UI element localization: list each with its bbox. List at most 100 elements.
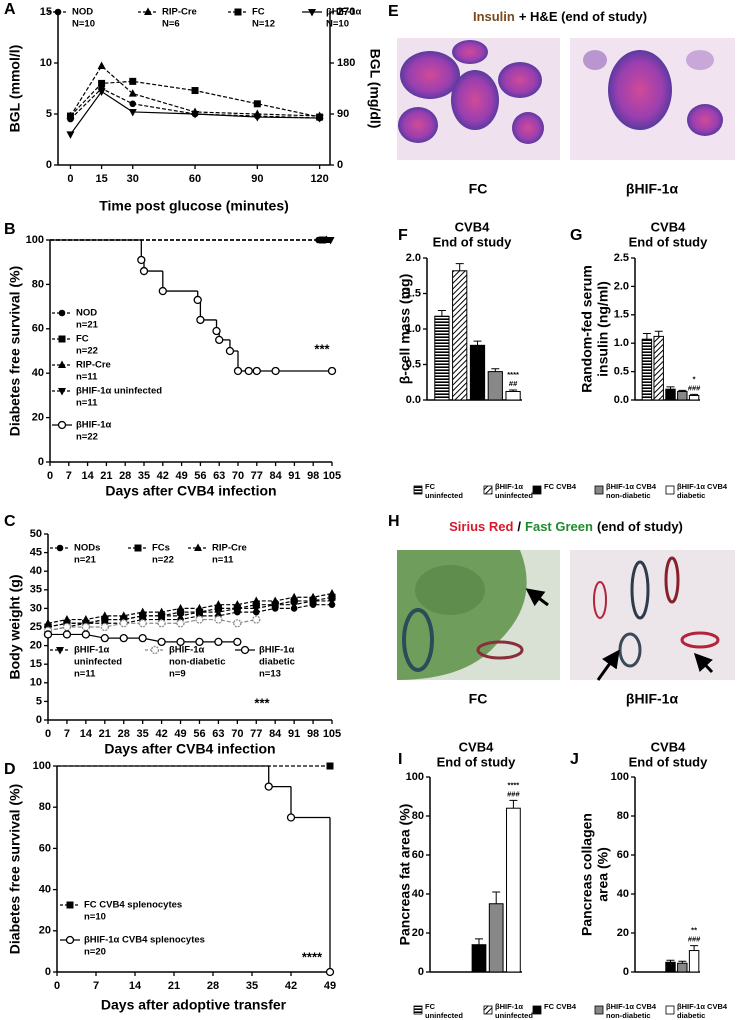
significance: **** xyxy=(507,370,519,379)
chart-title: CVB4 xyxy=(651,219,686,234)
bar xyxy=(452,270,468,401)
y-axis-label: Diabetes free survival (%) xyxy=(7,784,23,954)
legend-label: uninfected xyxy=(425,1011,463,1020)
x-tick-label: 21 xyxy=(100,470,112,482)
point xyxy=(252,596,261,604)
y-tick-label: 15 xyxy=(30,658,42,670)
x-tick-label: 21 xyxy=(168,980,180,992)
point xyxy=(271,366,280,376)
legend-label: n=11 xyxy=(212,555,234,566)
point xyxy=(62,622,72,632)
panel-letter: F xyxy=(398,227,408,244)
legend-label: diabetic xyxy=(677,1011,705,1020)
y-tick-label: 60 xyxy=(39,842,51,854)
point xyxy=(129,100,137,108)
legend-marker xyxy=(57,420,67,430)
legend-label: n=20 xyxy=(84,947,106,958)
legend-label: RIP-Cre xyxy=(162,7,197,18)
point xyxy=(81,630,91,639)
x-tick-label: 42 xyxy=(155,728,167,740)
y-tick-label: 40 xyxy=(30,565,42,577)
point xyxy=(271,601,280,610)
micrograph xyxy=(397,550,735,681)
x-tick-label: 7 xyxy=(93,980,99,992)
chart-subtitle: End of study xyxy=(437,754,516,769)
point xyxy=(138,612,147,621)
legend-label: n=11 xyxy=(76,372,98,383)
y-axis-label: Pancreas collagen xyxy=(579,813,595,936)
y-tick-label: 20 xyxy=(617,927,629,939)
y-tick-label: 5 xyxy=(46,108,52,120)
y-tick-label: 10 xyxy=(30,677,42,689)
point xyxy=(195,637,204,647)
point xyxy=(215,335,224,345)
y-tick-label: 2.0 xyxy=(614,280,629,292)
significance: **** xyxy=(508,780,520,789)
y-tick-label: 1.5 xyxy=(406,287,421,299)
annotation: **** xyxy=(302,949,323,964)
bar xyxy=(677,962,688,973)
bar xyxy=(665,961,676,973)
bar xyxy=(471,944,487,973)
point xyxy=(214,604,222,612)
error-bar xyxy=(491,368,500,372)
legend-label: diabetic xyxy=(677,491,705,500)
x-tick-label: 14 xyxy=(80,728,93,740)
point xyxy=(191,111,200,119)
legend-swatch xyxy=(532,485,542,495)
x-tick-label: 90 xyxy=(251,173,263,185)
y-axis-label: insulin (ng/ml) xyxy=(595,281,611,377)
y-axis-label: Pancreas fat area (%) xyxy=(397,804,413,946)
point xyxy=(119,634,128,643)
title-part: Sirius Red xyxy=(449,519,513,534)
legend-label: FC xyxy=(76,334,89,345)
x-tick-label: 120 xyxy=(310,173,328,185)
legend-marker xyxy=(144,7,152,15)
point xyxy=(309,597,318,606)
bar xyxy=(506,807,521,973)
error-bar xyxy=(678,960,687,964)
point xyxy=(66,112,74,120)
y-tick-label: 45 xyxy=(30,547,42,559)
y-axis-label: Body weight (g) xyxy=(7,575,23,680)
bar xyxy=(469,344,486,401)
y-tick-label: 80 xyxy=(412,810,424,822)
point xyxy=(138,634,147,643)
legend-label: βHIF-1α xyxy=(74,645,110,656)
legend-marker xyxy=(56,544,64,552)
y-axis-label: area (%) xyxy=(595,847,611,901)
legend-label: βHIF-1α CVB4 splenocytes xyxy=(84,935,205,946)
series-line xyxy=(69,90,320,135)
point xyxy=(81,622,91,632)
y2-tick-label: 270 xyxy=(337,6,355,18)
x-tick-label: 21 xyxy=(99,728,111,740)
image-label: βHIF-1α xyxy=(626,691,679,707)
bar xyxy=(505,390,521,401)
point xyxy=(253,100,261,108)
point xyxy=(214,637,223,647)
point xyxy=(66,131,75,139)
legend-marker xyxy=(58,309,66,317)
point xyxy=(327,366,337,376)
y-tick-label: 80 xyxy=(39,801,51,813)
title-part: (end of study) xyxy=(597,519,683,534)
y-axis-label: Random-fed serum xyxy=(579,265,595,393)
y-tick-label: 0.0 xyxy=(406,394,421,406)
significance: ### xyxy=(688,935,701,944)
y-tick-label: 15 xyxy=(40,6,52,18)
series-line xyxy=(69,65,320,117)
point xyxy=(233,366,243,376)
error-bar xyxy=(509,389,518,392)
point xyxy=(319,236,327,244)
legend-label: βHIF-1α xyxy=(259,645,295,656)
y-tick-label: 0.5 xyxy=(614,366,629,378)
bar xyxy=(653,335,664,401)
x-tick-label: 70 xyxy=(232,470,244,482)
error-bar xyxy=(666,386,675,390)
legend-label: βHIF-1α xyxy=(76,420,112,431)
x-tick-label: 7 xyxy=(66,470,72,482)
x-tick-label: 0 xyxy=(67,173,73,185)
error-bar xyxy=(654,330,663,337)
point xyxy=(62,630,72,639)
panel-letter: I xyxy=(398,751,402,768)
